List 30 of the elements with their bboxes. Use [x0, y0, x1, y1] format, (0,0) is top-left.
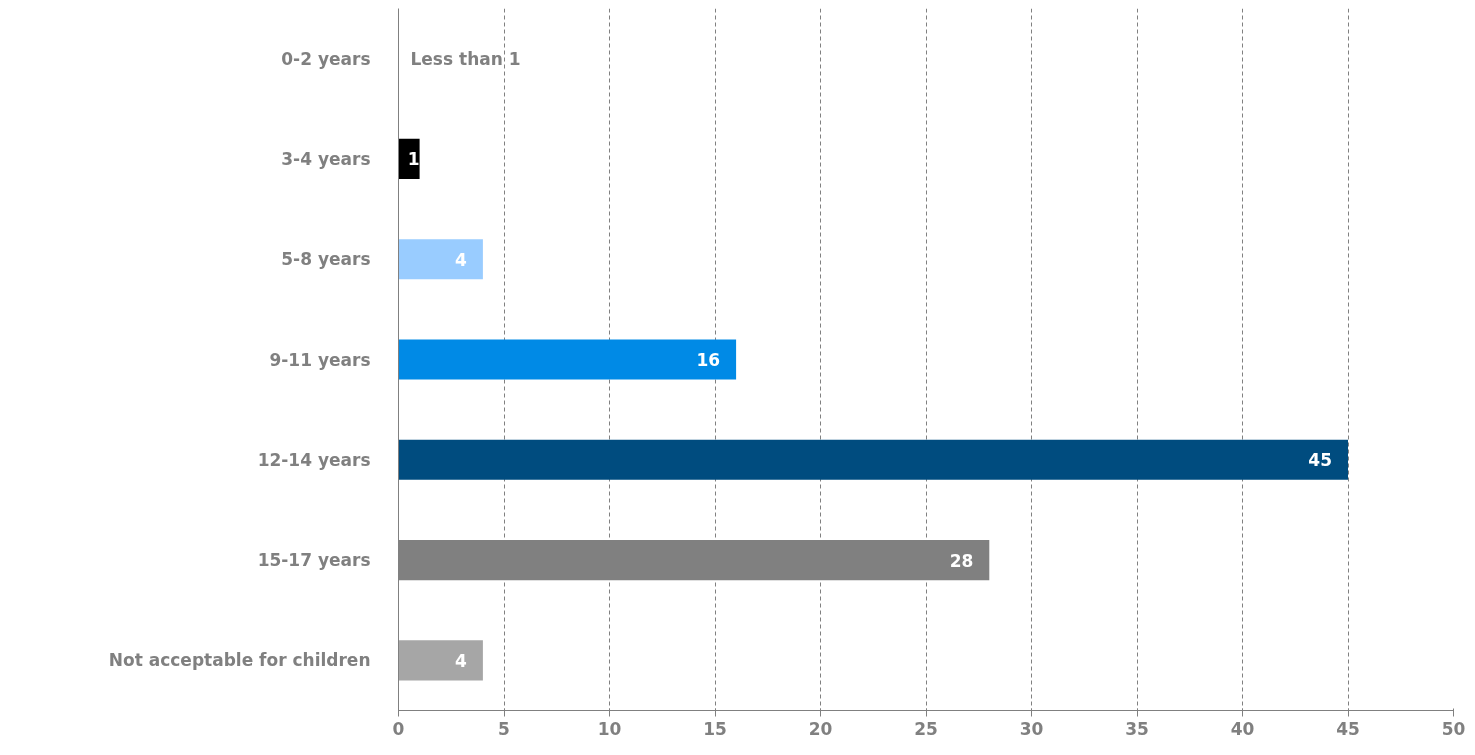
x-tick-label: 30 [1019, 718, 1044, 739]
x-tick-label: 5 [498, 718, 510, 739]
data-label: 28 [949, 550, 974, 571]
data-label: 1 [407, 149, 420, 170]
y-tick-label: 5-8 years [281, 249, 371, 270]
y-tick-label: 9-11 years [269, 349, 371, 370]
x-tick-label: 25 [914, 718, 938, 739]
x-tick-label: 0 [392, 718, 405, 739]
y-tick-label: 12-14 years [257, 449, 371, 470]
x-tick-label: 50 [1441, 718, 1466, 739]
bar [398, 239, 483, 280]
data-label: 4 [455, 650, 468, 671]
y-tick-label: 0-2 years [281, 48, 371, 69]
x-tick-label: 45 [1336, 718, 1360, 739]
bar [398, 138, 420, 179]
text: Less than 1 [410, 48, 521, 69]
x-tick-label: 35 [1125, 718, 1149, 739]
data-label: 45 [1308, 450, 1333, 471]
bar [398, 339, 737, 380]
y-tick-label: 15-17 years [257, 550, 371, 571]
y-tick-label: 3-4 years [281, 148, 371, 169]
data-label: 4 [455, 249, 468, 270]
data-label: 16 [696, 350, 721, 370]
x-tick-label: 10 [597, 718, 622, 739]
x-tick-label: 20 [808, 718, 833, 739]
bar [398, 439, 1348, 480]
y-tick-label: Not acceptable for children [108, 650, 371, 671]
x-tick-label: 40 [1230, 718, 1255, 739]
x-tick-label: 15 [703, 718, 727, 739]
bar [398, 640, 483, 681]
